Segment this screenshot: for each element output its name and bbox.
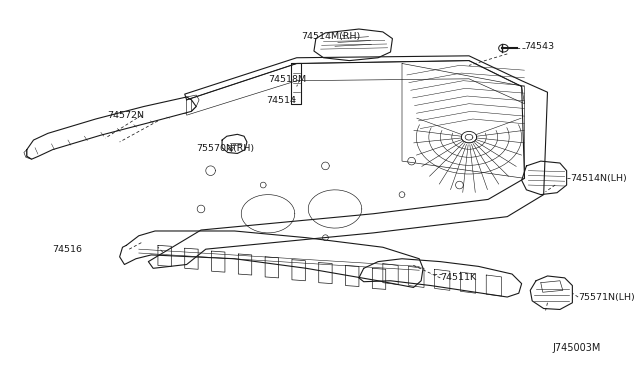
- Text: 74516: 74516: [52, 245, 83, 254]
- Text: 75570N(RH): 75570N(RH): [196, 144, 254, 153]
- Text: 74514M(RH): 74514M(RH): [301, 32, 361, 41]
- Text: 74543: 74543: [525, 42, 555, 51]
- Text: J745003M: J745003M: [553, 343, 601, 353]
- Text: 75571N(LH): 75571N(LH): [578, 292, 635, 302]
- Text: 74511K: 74511K: [440, 273, 476, 282]
- Text: 74518M: 74518M: [268, 75, 306, 84]
- Text: 74514N(LH): 74514N(LH): [570, 174, 627, 183]
- Text: 74572N: 74572N: [107, 111, 144, 120]
- Text: 74514: 74514: [266, 96, 296, 105]
